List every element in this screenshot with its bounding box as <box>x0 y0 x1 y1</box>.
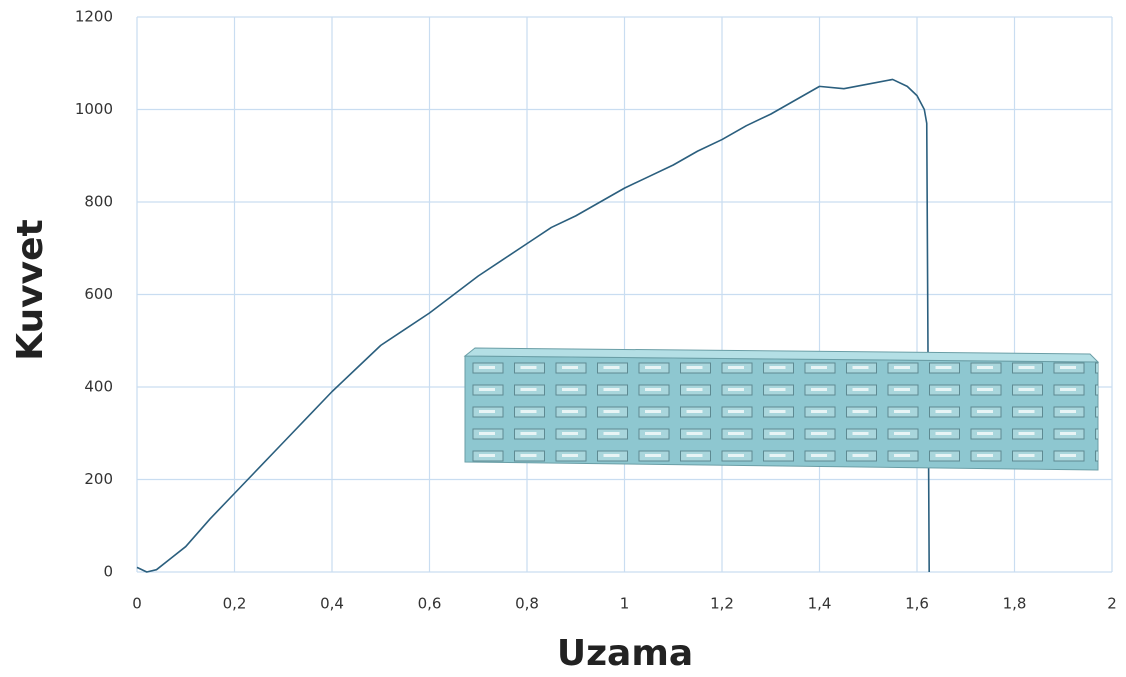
x-tick-label: 2 <box>1107 595 1117 613</box>
data-line <box>136 78 930 573</box>
y-tick-label: 800 <box>84 193 113 211</box>
x-tick-label: 1,4 <box>808 595 832 613</box>
x-tick-label: 1,6 <box>905 595 929 613</box>
x-tick-label: 1,8 <box>1003 595 1027 613</box>
y-tick-label: 1200 <box>75 8 113 26</box>
x-tick-label: 1,2 <box>710 595 734 613</box>
x-axis-label: Uzama <box>557 633 693 674</box>
x-tick-label: 0,8 <box>515 595 539 613</box>
lattice-illustration <box>463 347 1100 471</box>
x-tick-label: 0,6 <box>418 595 442 613</box>
y-tick-label: 0 <box>103 563 113 581</box>
y-tick-label: 1000 <box>75 100 113 118</box>
y-tick-label: 600 <box>84 285 113 303</box>
y-tick-label: 400 <box>84 378 113 396</box>
x-tick-label: 0,4 <box>320 595 344 613</box>
x-tick-label: 0 <box>132 595 142 613</box>
x-tick-label: 1 <box>620 595 630 613</box>
x-tick-label: 0,2 <box>223 595 247 613</box>
y-axis-label: Kuvvet <box>10 219 51 360</box>
y-tick-label: 200 <box>84 470 113 488</box>
